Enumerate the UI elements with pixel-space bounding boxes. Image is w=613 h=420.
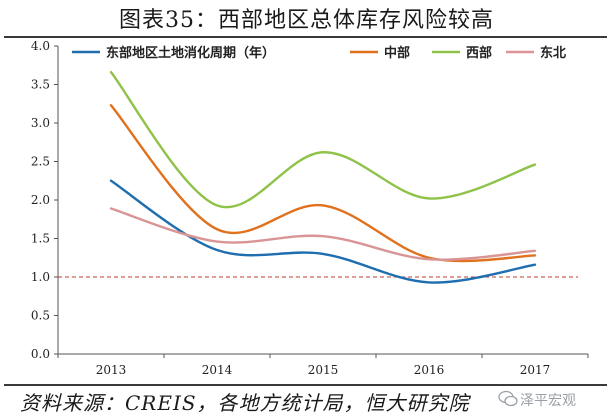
- series-line-3: [109, 70, 537, 209]
- series-line-4: [109, 207, 537, 261]
- legend-label-3: 西部: [466, 45, 492, 61]
- x-tick-label: 2014: [202, 363, 233, 377]
- chart-legend: 东部地区土地消化周期（年） 中部 西部 东北: [72, 45, 566, 61]
- x-tick-label: 2013: [96, 363, 127, 377]
- source-note: 资料来源：CREIS，各地方统计局，恒大研究院: [20, 391, 470, 415]
- y-tick-label: 0.0: [31, 347, 50, 361]
- y-tick-label: 3.0: [31, 116, 50, 130]
- y-tick-label: 2.0: [31, 193, 50, 207]
- series-line-1: [109, 179, 537, 284]
- x-tick-label: 2016: [414, 363, 445, 377]
- line-chart: 0.0 0.5 1.0 1.5 2.0 2.5 3.0 3.5 4.0 2013 2014 2015 2…: [31, 39, 589, 377]
- y-tick-label: 3.5: [31, 78, 50, 92]
- y-tick-label: 1.5: [31, 232, 50, 246]
- wechat-icon: [498, 390, 518, 407]
- legend-label-2: 中部: [384, 45, 410, 61]
- y-tick-label: 0.5: [31, 309, 50, 323]
- chart-title: 图表35：西部地区总体库存风险较高: [119, 8, 494, 33]
- y-tick-label: 1.0: [31, 270, 50, 284]
- y-tick-label: 2.5: [31, 155, 50, 169]
- series-lines: [109, 70, 537, 284]
- title-divider: [4, 36, 607, 38]
- y-tick-label: 4.0: [31, 39, 50, 53]
- watermark-text: 泽平宏观: [520, 393, 576, 409]
- legend-label-4: 东北: [540, 45, 566, 61]
- x-tick-label: 2015: [308, 363, 339, 377]
- x-tick-label: 2017: [520, 363, 551, 377]
- series-line-2: [109, 104, 537, 263]
- source-divider: [4, 384, 607, 386]
- chart-axes: 0.0 0.5 1.0 1.5 2.0 2.5 3.0 3.5 4.0 2013 2014 2015 2…: [31, 39, 589, 377]
- legend-label-1: 东部地区土地消化周期（年）: [106, 45, 275, 61]
